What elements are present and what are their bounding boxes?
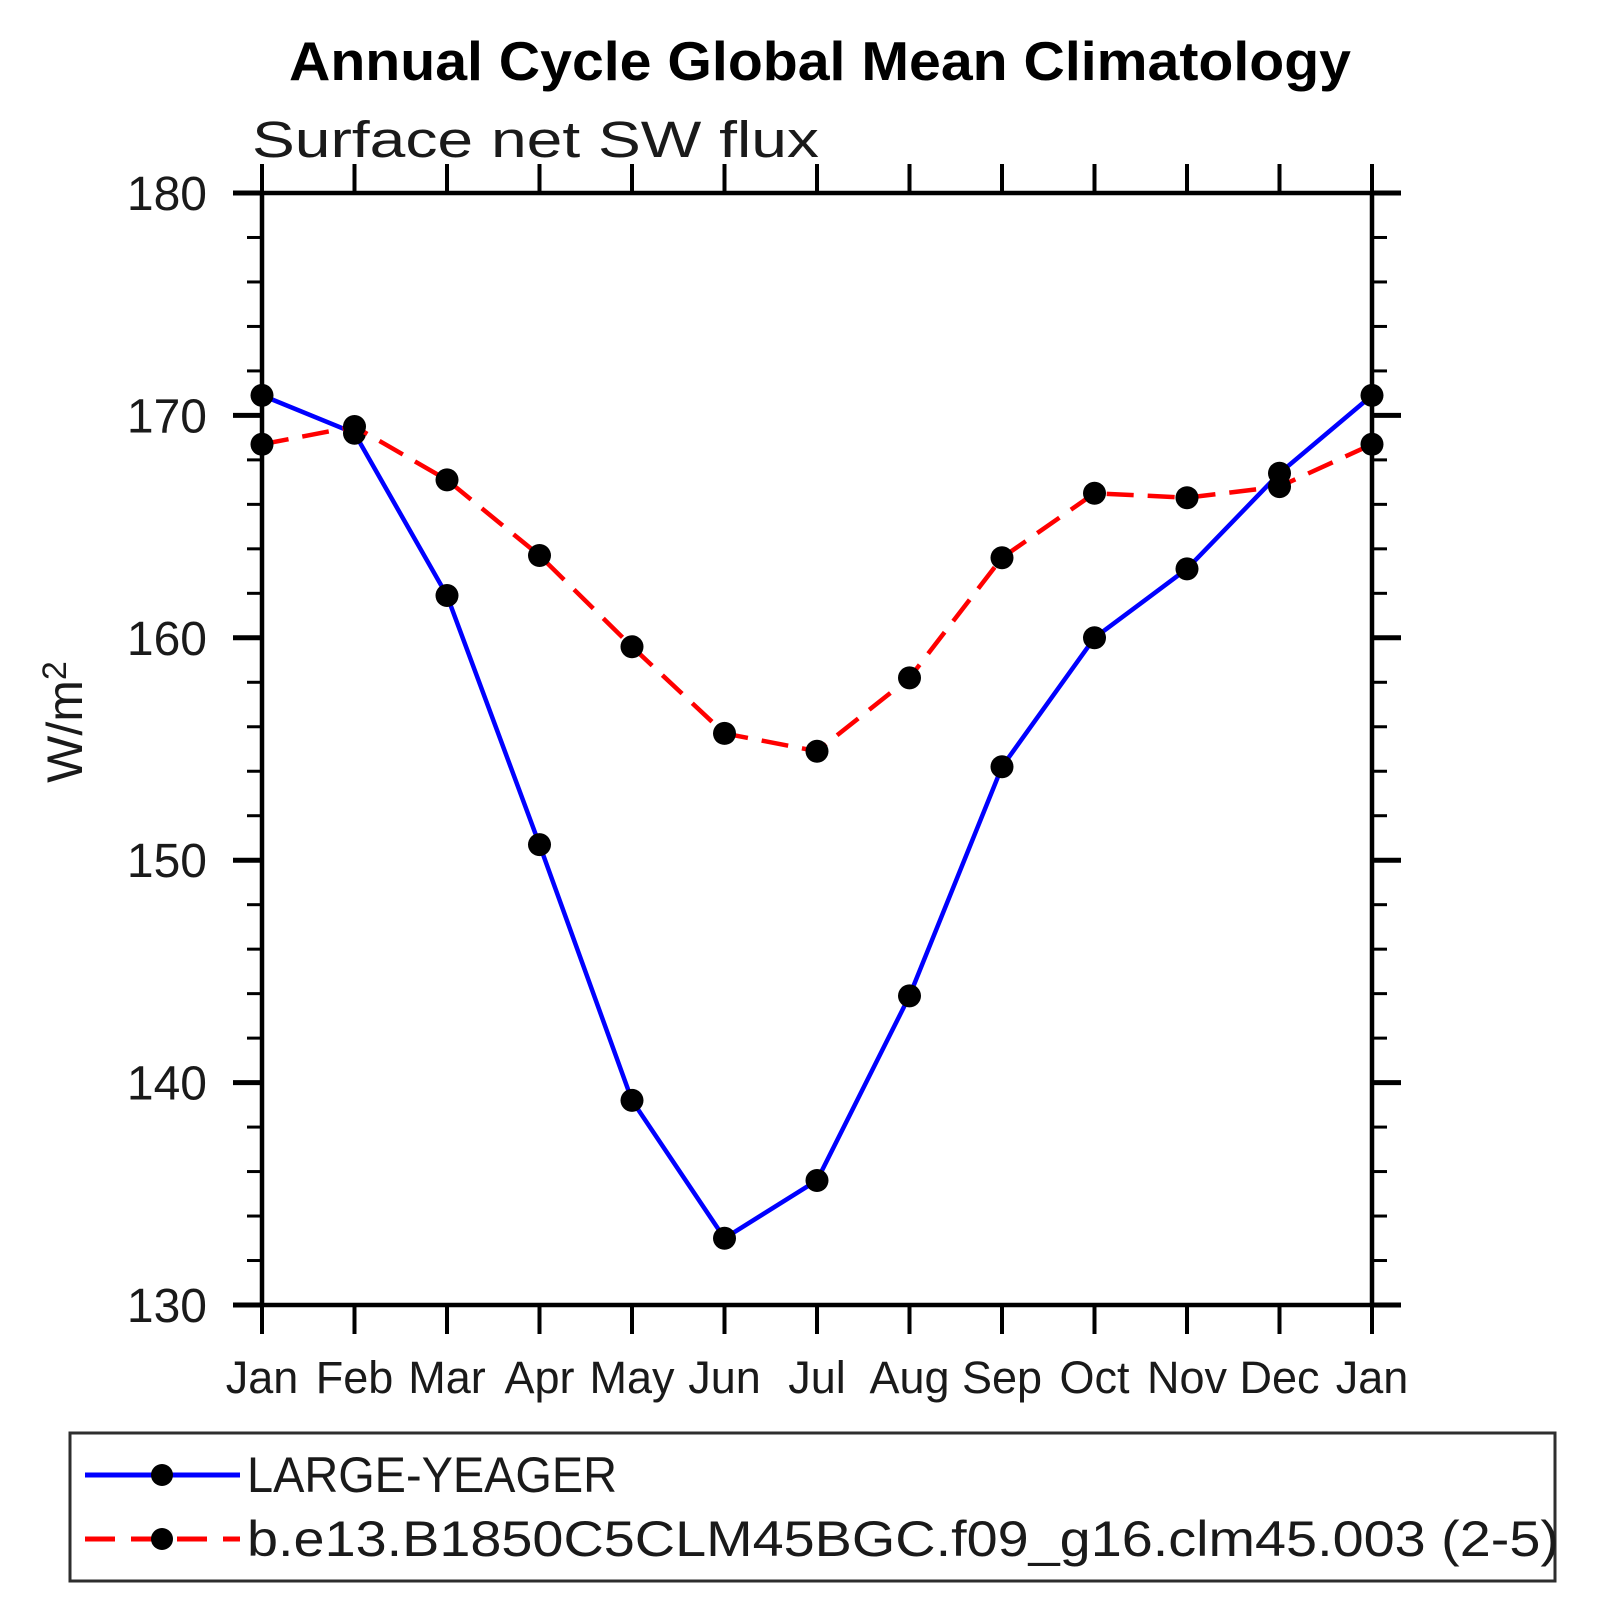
y-axis-tick-label: 170	[127, 390, 207, 443]
legend: LARGE-YEAGER b.e13.B1850C5CLM45BGC.f09_g1…	[68, 1431, 1559, 1583]
chart-subtitle: Surface net SW flux	[252, 111, 819, 168]
x-axis-tick-label: Aug	[869, 1352, 949, 1403]
data-point-marker	[898, 984, 921, 1008]
legend-swatch-marker	[151, 1464, 173, 1486]
data-point-marker	[1175, 557, 1199, 581]
y-axis-tick-label: 160	[127, 613, 207, 666]
data-point-marker	[805, 739, 829, 763]
data-point-marker	[1083, 626, 1106, 650]
data-point-marker	[620, 1088, 644, 1112]
axes-group: 130 140 150 160 170 180 Jan Feb Mar Apr May Jun Jul A…	[127, 164, 1408, 1403]
plot-frame	[259, 190, 1375, 1308]
x-axis-tick-label: Jan	[226, 1352, 299, 1403]
x-axis-tick-label: May	[589, 1352, 675, 1403]
x-axis-tick-label: Apr	[504, 1352, 574, 1403]
legend-label: LARGE-YEAGER	[247, 1447, 617, 1503]
data-point-marker	[1360, 383, 1384, 407]
x-axis-tick-label: Mar	[408, 1352, 486, 1403]
x-axis-tick-label: Jan	[1336, 1352, 1409, 1403]
data-point-marker	[1083, 481, 1106, 505]
data-point-marker	[713, 721, 736, 745]
x-axis-tick-label: Oct	[1059, 1352, 1130, 1403]
y-axis-tick-label: 140	[127, 1058, 207, 1111]
series-line-0	[261, 393, 1374, 1242]
x-axis-tick-label: Dec	[1239, 1352, 1319, 1403]
data-point-marker	[1268, 475, 1291, 499]
y-axis-tick-label: 150	[127, 835, 207, 888]
data-point-marker	[805, 1168, 829, 1192]
data-point-marker	[620, 635, 644, 659]
x-axis-tick-label: Jul	[788, 1352, 846, 1403]
series-line-1	[261, 424, 1373, 754]
data-point-marker	[1175, 486, 1199, 510]
data-point-marker	[435, 468, 459, 492]
data-point-marker	[528, 544, 551, 568]
chart-title: Annual Cycle Global Mean Climatology	[289, 30, 1351, 92]
x-axis-tick-label: Nov	[1147, 1352, 1228, 1403]
data-point-marker	[250, 383, 274, 407]
x-axis-tick-label: Jun	[688, 1352, 761, 1403]
legend-box	[68, 1431, 1557, 1583]
data-point-marker	[990, 755, 1014, 779]
y-axis-title-exponent: 2	[36, 661, 74, 680]
data-point-marker	[990, 546, 1014, 570]
data-point-marker	[713, 1226, 736, 1250]
y-axis-tick-label: 180	[127, 168, 207, 221]
data-point-marker	[898, 666, 921, 690]
legend-swatch-marker	[151, 1528, 173, 1550]
y-axis-title: W/m2	[36, 661, 93, 783]
series-group	[250, 383, 1384, 1250]
legend-label: b.e13.B1850C5CLM45BGC.f09_g16.clm45.003 …	[247, 1511, 1559, 1567]
data-point-marker	[528, 833, 551, 857]
data-point-marker	[250, 432, 274, 456]
data-point-marker	[343, 415, 366, 439]
data-point-marker	[435, 584, 459, 608]
y-axis-tick-label: 130	[127, 1280, 207, 1333]
x-axis-tick-label: Feb	[316, 1352, 394, 1403]
x-axis-tick-label: Sep	[962, 1352, 1042, 1403]
y-axis-title-base: W/m	[37, 680, 93, 783]
data-point-marker	[1360, 432, 1384, 456]
